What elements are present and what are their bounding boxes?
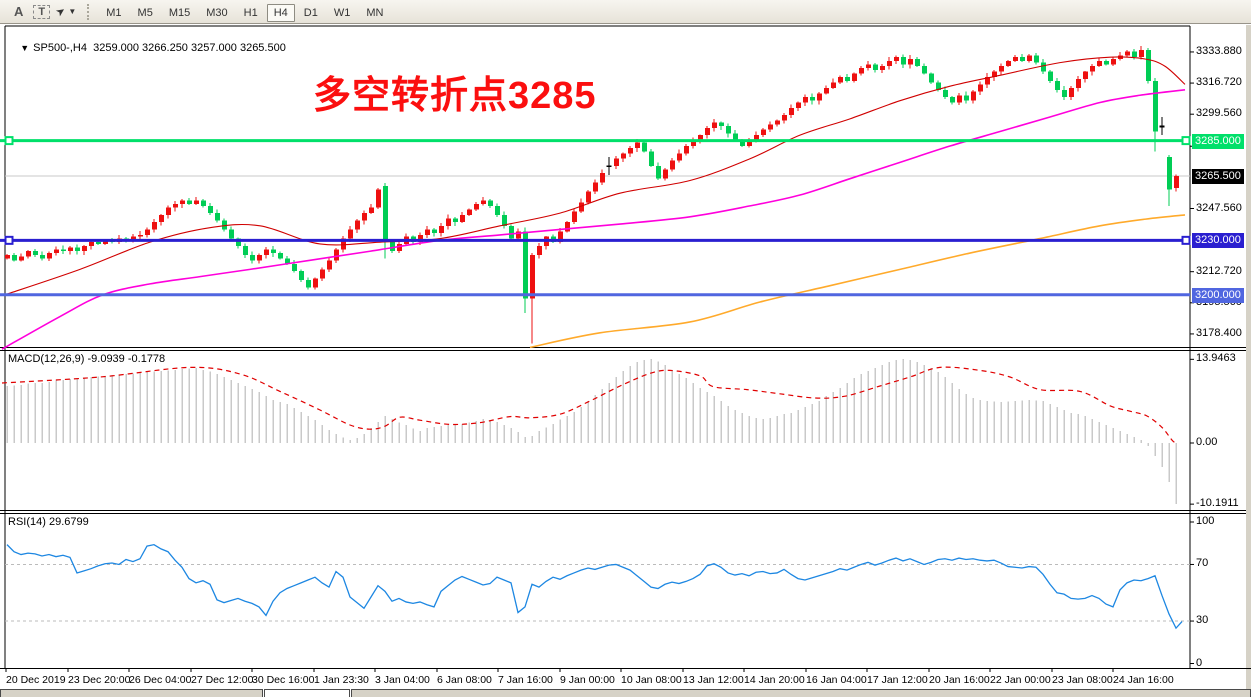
axis-label: 3265.500 — [1192, 168, 1244, 184]
time-axis-label: 1 Jan 23:30 — [314, 674, 369, 686]
time-axis-label: 26 Dec 04:00 — [129, 674, 192, 686]
timeframe-button-d1[interactable]: D1 — [303, 6, 318, 19]
ma-slow-orange — [529, 214, 1186, 349]
time-axis-label: 6 Jan 08:00 — [437, 674, 492, 686]
time-axis-label: 22 Jan 00:00 — [990, 674, 1051, 686]
time-axis-label: 13 Jan 12:00 — [683, 674, 744, 686]
time-axis-label: 16 Jan 04:00 — [806, 674, 867, 686]
ma-mid-magenta — [1, 89, 1186, 350]
timeframe-button-mn[interactable]: MN — [366, 6, 384, 19]
axis-label: -10.1911 — [1196, 497, 1239, 510]
axis-label: 3316.720 — [1196, 76, 1242, 89]
quote-close: 3265.500 — [239, 42, 286, 54]
quote-open: 3259.000 — [93, 42, 139, 54]
time-axis-label: 23 Jan 08:00 — [1052, 674, 1113, 686]
time-axis-label: 23 Dec 20:00 — [68, 674, 131, 686]
axis-label: 3212.720 — [1196, 264, 1242, 277]
time-axis-label: 10 Jan 08:00 — [621, 674, 682, 686]
timeframe-button-w1[interactable]: W1 — [333, 6, 351, 19]
axis-label: 3247.560 — [1196, 201, 1242, 214]
timeframe-button-m1[interactable]: M1 — [106, 6, 122, 19]
timeframe-buttons: M1 M5 M15 M30 H1 H4 D1 W1 MN — [98, 3, 391, 22]
chart-tab-active[interactable] — [264, 689, 350, 697]
axis-label: 3299.560 — [1196, 107, 1242, 120]
time-axis-label: 14 Jan 20:00 — [744, 674, 805, 686]
symbol-quote-line[interactable]: ▼ SP500-,H4 3259.000 3266.250 3257.000 32… — [8, 30, 286, 66]
axis-label: 70 — [1196, 557, 1209, 570]
timeframe-button-m30[interactable]: M30 — [206, 6, 228, 19]
macd-indicator-label: MACD(12,26,9) -9.0939 -0.1778 — [8, 353, 165, 365]
symbol-label: SP500-,H4 — [33, 42, 87, 54]
rsi-title: RSI(14) — [8, 516, 46, 528]
time-axis-label: 20 Jan 16:00 — [929, 674, 990, 686]
toolbar-grip[interactable] — [87, 3, 90, 20]
toolbar: A T ➤ ▼ M1 M5 M15 M30 H1 H4 D1 W1 MN — [0, 0, 1251, 24]
chevron-down-icon: ▼ — [20, 43, 30, 53]
time-axis-label: 3 Jan 04:00 — [375, 674, 430, 686]
chart-tab[interactable] — [0, 689, 263, 697]
axis-label: 3200.000 — [1192, 287, 1244, 303]
time-axis-label: 9 Jan 00:00 — [560, 674, 615, 686]
macd-value-signal: -0.1778 — [127, 353, 166, 365]
axis-label: 30 — [1196, 614, 1209, 627]
macd-signal-line — [1, 366, 1179, 444]
chart-tab[interactable] — [351, 689, 1251, 697]
axis-label: 100 — [1196, 515, 1215, 527]
quote-low: 3257.000 — [191, 42, 237, 54]
axis-label: 0.00 — [1196, 436, 1218, 448]
macd-value-main: -9.0939 — [87, 353, 125, 365]
timeframe-button-h1[interactable]: H1 — [243, 6, 258, 19]
timeframe-button-m15[interactable]: M15 — [168, 6, 191, 19]
axis-label: 3178.400 — [1196, 326, 1242, 339]
axis-label: 3285.000 — [1192, 133, 1244, 149]
rsi-line — [6, 543, 1183, 630]
time-axis-label: 30 Dec 16:00 — [252, 674, 315, 686]
rsi-indicator-label: RSI(14) 29.6799 — [8, 516, 89, 528]
axis-label: 3230.000 — [1192, 233, 1244, 249]
macd-title: MACD(12,26,9) — [8, 353, 85, 365]
time-axis-label: 27 Dec 12:00 — [191, 674, 254, 686]
axis-label: 13.9463 — [1196, 352, 1236, 365]
time-axis-label: 24 Jan 16:00 — [1113, 674, 1174, 686]
time-axis-label: 20 Dec 2019 — [6, 674, 66, 686]
chart-annotation-text[interactable]: 多空转折点3285 — [313, 75, 597, 117]
time-axis-label: 17 Jan 12:00 — [867, 674, 928, 686]
ma-fast-red — [4, 56, 1186, 296]
window-edge — [1246, 25, 1251, 697]
rsi-value: 29.6799 — [48, 516, 89, 528]
timeframe-button-h4[interactable]: H4 — [266, 3, 295, 22]
text-tool-button[interactable]: T — [33, 4, 51, 19]
font-tool-button[interactable]: A — [14, 4, 24, 19]
axis-label: 3333.880 — [1196, 44, 1242, 57]
timeframe-button-m5[interactable]: M5 — [137, 6, 153, 19]
quote-high: 3266.250 — [142, 42, 188, 54]
chevron-down-icon: ▼ — [68, 7, 77, 16]
macd-histogram — [6, 359, 1177, 505]
time-axis-label: 7 Jan 16:00 — [498, 674, 553, 686]
axis-label: 0 — [1196, 656, 1203, 669]
arrows-tool-button[interactable]: ➤ ▼ — [54, 4, 77, 19]
